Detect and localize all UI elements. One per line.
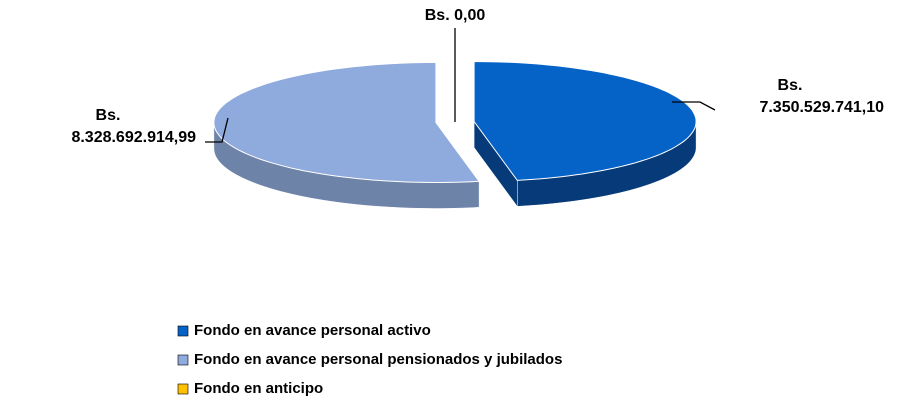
label-line: Bs. <box>778 77 803 94</box>
slice <box>473 60 697 181</box>
legend-label: Fondo en avance personal activo <box>194 322 431 339</box>
data-label: Bs. 7.350.529.741,10 <box>755 77 884 116</box>
leader-line <box>672 101 716 111</box>
legend-swatch <box>177 325 189 337</box>
legend-label: Fondo en anticipo <box>194 380 323 397</box>
legend-swatch <box>177 383 189 395</box>
data-label: Bs. 0,00 <box>425 7 486 24</box>
data-label: Bs. 8.328.692.914,99 <box>67 107 196 146</box>
label-line: 8.328.692.914,99 <box>67 129 196 146</box>
slice <box>213 62 481 183</box>
legend-swatch <box>177 354 189 366</box>
label-line: 7.350.529.741,10 <box>755 99 884 116</box>
leader-line <box>205 117 229 143</box>
label-line: Bs. <box>96 107 121 124</box>
legend-label: Fondo en avance personal pensionados y j… <box>194 351 562 368</box>
